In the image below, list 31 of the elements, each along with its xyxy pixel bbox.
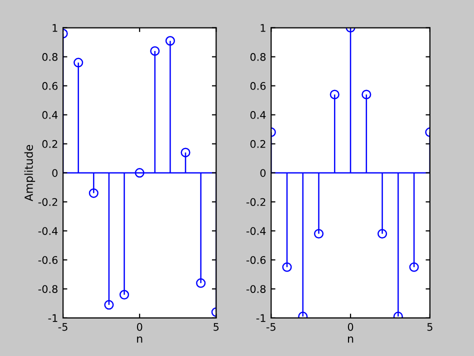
x-tick-label: 0 [136, 322, 142, 331]
y-tick-label: -1 [256, 314, 266, 322]
y-tick-label: -0.2 [246, 198, 266, 206]
y-axis-title: Amplitude [24, 144, 36, 202]
y-tick-label: -0.2 [38, 198, 58, 206]
y-tick-label: -0.6 [38, 256, 58, 264]
y-tick-label: 1 [52, 24, 58, 32]
y-tick-label: 0.8 [250, 53, 266, 61]
y-tick-label: 0.6 [42, 82, 58, 90]
x-tick-label: 5 [214, 323, 219, 331]
x-axis-title: n [348, 336, 354, 343]
y-tick-label: -0.8 [38, 285, 58, 293]
y-tick-label: 1 [260, 24, 266, 32]
x-tick-label: 0 [348, 322, 354, 331]
y-tick-label: 0.2 [250, 140, 266, 148]
y-tick-label: -1 [48, 314, 58, 322]
y-tick-label: 0.8 [42, 53, 58, 61]
x-tick-label: -5 [58, 323, 68, 331]
y-tick-label: 0.6 [250, 82, 266, 90]
y-tick-label: 0.4 [250, 111, 266, 119]
y-tick-label: -0.8 [246, 285, 266, 293]
x-tick-label: 5 [427, 323, 432, 331]
x-tick-label: -5 [266, 323, 276, 331]
y-tick-label: 0 [52, 169, 58, 177]
y-tick-label: -0.4 [246, 227, 266, 235]
y-tick-label: 0.2 [42, 140, 58, 148]
y-tick-label: -0.6 [246, 256, 266, 264]
y-tick-label: -0.4 [38, 227, 58, 235]
y-tick-label: 0.4 [42, 111, 58, 119]
x-axis-title: n [137, 336, 142, 343]
y-tick-label: 0 [260, 169, 266, 177]
